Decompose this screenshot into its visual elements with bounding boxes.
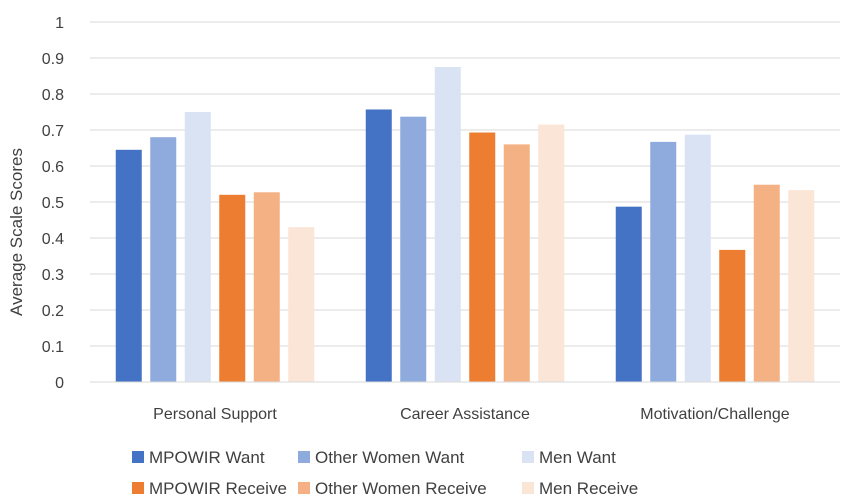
bar	[469, 132, 496, 382]
x-tick-label: Career Assistance	[400, 406, 530, 423]
bar	[288, 227, 315, 382]
legend-item: Other Women Want	[298, 448, 465, 467]
bar	[150, 137, 177, 382]
legend-label: Men Receive	[539, 479, 638, 498]
bar	[650, 141, 677, 382]
legend-label: Other Women Want	[315, 448, 465, 467]
legend-item: Men Receive	[522, 479, 638, 498]
y-tick-label: 0.9	[42, 51, 64, 68]
x-tick-label: Personal Support	[153, 406, 277, 423]
legend-swatch	[132, 482, 144, 494]
bar	[719, 249, 746, 382]
legend-item: Other Women Receive	[298, 479, 487, 498]
y-tick-label: 0.4	[42, 231, 64, 248]
y-tick-label: 0.7	[42, 123, 64, 140]
y-tick-label: 1	[55, 15, 64, 32]
bar	[184, 112, 211, 382]
legend: MPOWIR Want Other Women Want Men Want MPOWI…	[132, 448, 638, 498]
bar	[434, 67, 461, 382]
legend-label: MPOWIR Receive	[149, 479, 287, 498]
legend-label: Men Want	[539, 448, 616, 467]
y-tick-label: 0.3	[42, 267, 64, 284]
x-tick-label: Motivation/Challenge	[640, 406, 790, 423]
y-tick-label: 0	[55, 375, 64, 392]
legend-item: Men Want	[522, 448, 616, 467]
gridlines	[90, 21, 840, 347]
legend-swatch	[522, 451, 534, 463]
legend-swatch	[298, 451, 310, 463]
bar	[684, 134, 711, 382]
bar	[538, 124, 565, 382]
y-axis-title: Average Scale Scores	[7, 148, 26, 316]
bars	[115, 67, 815, 383]
bar	[115, 149, 142, 382]
bar	[615, 206, 642, 382]
bar	[219, 194, 246, 382]
legend-swatch	[298, 482, 310, 494]
y-tick-label: 0.1	[42, 339, 64, 356]
legend-swatch	[522, 482, 534, 494]
legend-item: MPOWIR Receive	[132, 479, 287, 498]
legend-label: Other Women Receive	[315, 479, 487, 498]
y-tick-label: 0.8	[42, 87, 64, 104]
x-axis-ticks: Personal Support Career Assistance Motivat…	[153, 406, 790, 423]
bar	[365, 109, 392, 382]
y-axis-ticks: 0 0.1 0.2 0.3 0.4 0.5 0.6 0.7 0.8 0.9 1	[42, 15, 64, 392]
bar	[400, 116, 427, 383]
legend-label: MPOWIR Want	[149, 448, 265, 467]
bar	[253, 192, 280, 382]
bar	[753, 184, 780, 382]
y-tick-label: 0.6	[42, 159, 64, 176]
bar	[503, 144, 530, 382]
y-tick-label: 0.5	[42, 195, 64, 212]
legend-swatch	[132, 451, 144, 463]
y-tick-label: 0.2	[42, 303, 64, 320]
bar	[788, 190, 815, 382]
legend-item: MPOWIR Want	[132, 448, 265, 467]
